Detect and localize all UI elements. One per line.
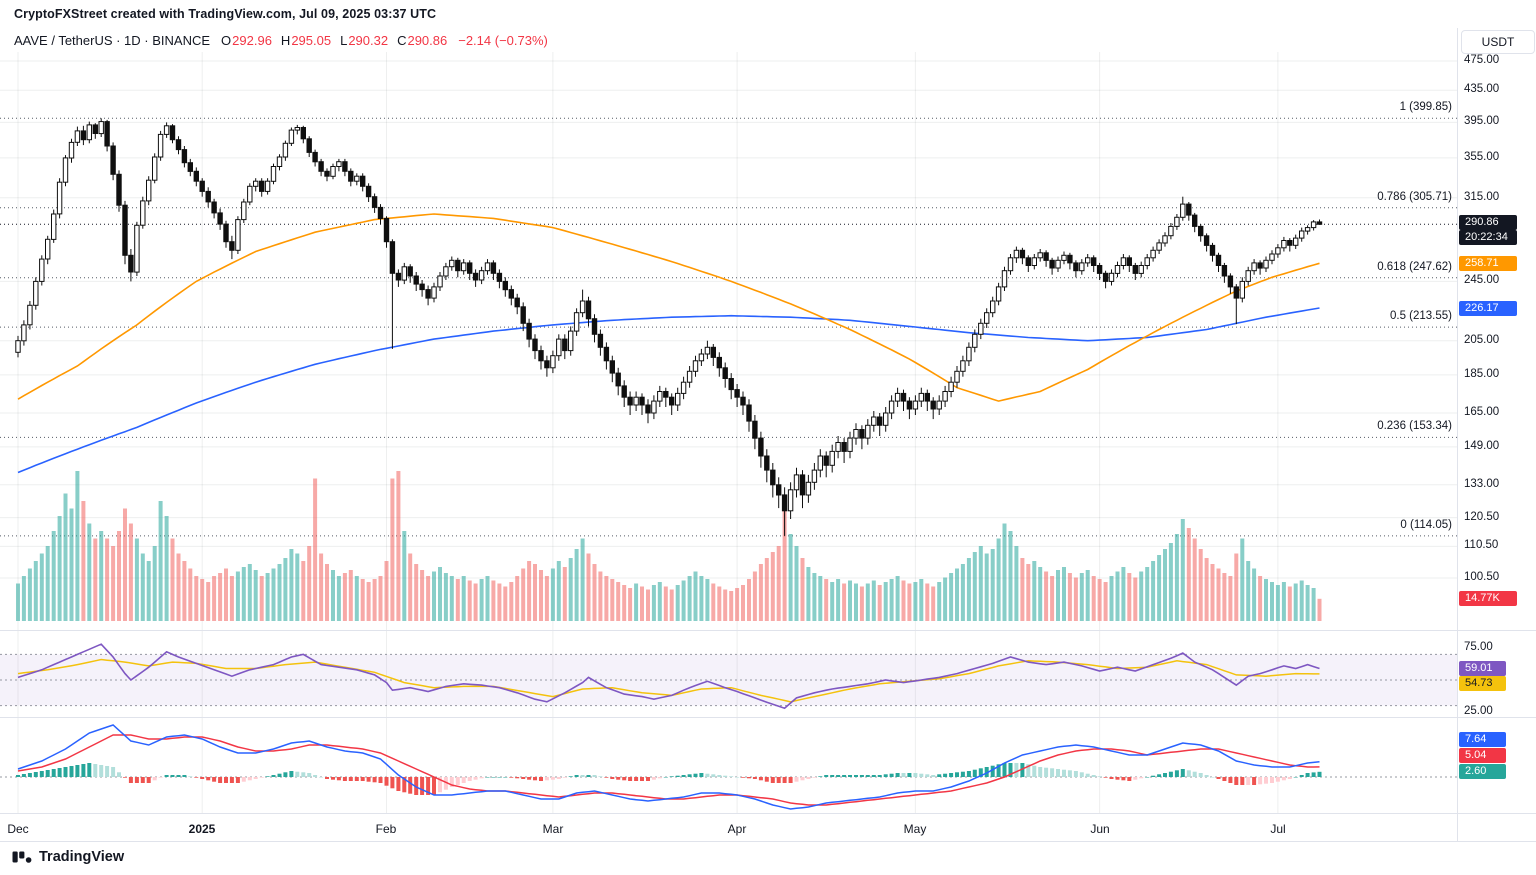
time-axis-label: Mar: [542, 822, 564, 836]
currency-toggle-button[interactable]: USDT: [1461, 30, 1535, 54]
price-tick-label: 315.00: [1464, 191, 1500, 203]
fib-level-label: 0.618 (247.62): [1377, 261, 1452, 273]
ma-slow-value-badge: 226.17: [1459, 301, 1517, 316]
time-axis-label: Feb: [375, 822, 397, 836]
price-tick-label: 165.00: [1464, 406, 1500, 418]
volume-bars: [16, 471, 1322, 621]
time-axis-label: 2025: [188, 822, 216, 836]
price-tick-label: 435.00: [1464, 83, 1500, 95]
macd-signal-line: [17, 734, 1320, 806]
macd-value-badge: 7.64: [1459, 732, 1506, 747]
fib-level-label: 0 (114.05): [1400, 519, 1452, 531]
macd-signal-value-badge: 5.04: [1459, 748, 1506, 763]
price-tick-label: 205.00: [1464, 334, 1500, 346]
symbol-title[interactable]: AAVE / TetherUS · 1D · BINANCE: [14, 33, 211, 48]
open-label: O: [221, 33, 232, 48]
volume-value-badge: 14.77K: [1459, 591, 1517, 606]
ma-slow-line: [17, 307, 1320, 474]
ma-fast-line: [17, 213, 1320, 402]
price-tick-label: 245.00: [1464, 274, 1500, 286]
change-value: −2.14 (−0.73%): [458, 33, 548, 48]
high-label: H: [280, 33, 291, 48]
price-tick-label: 395.00: [1464, 115, 1500, 127]
price-tick-label: 185.00: [1464, 368, 1500, 380]
close-value: 290.86: [407, 33, 448, 48]
watermark-caption: CryptoFXStreet created with TradingView.…: [14, 7, 437, 21]
rsi-line: [17, 643, 1320, 710]
close-pair: C290.86: [397, 33, 447, 48]
low-pair: L290.32: [340, 33, 388, 48]
high-value: 295.05: [291, 33, 332, 48]
fib-level-label: 1 (399.85): [1399, 101, 1452, 113]
fib-retracement-lines: [0, 117, 1457, 537]
low-label: L: [340, 33, 348, 48]
fib-level-label: 0.5 (213.55): [1389, 310, 1452, 322]
rsi-band: [0, 654, 1457, 706]
open-value: 292.96: [232, 33, 272, 48]
open-pair: O292.96: [221, 33, 272, 48]
ma-fast-value-badge: 258.71: [1459, 256, 1517, 271]
rsi-ma-value-badge: 54.73: [1459, 676, 1506, 691]
time-axis-label: Jun: [1090, 822, 1110, 836]
candles-layer: [15, 118, 1323, 536]
close-label: C: [397, 33, 407, 48]
tradingview-logo-icon: [12, 851, 32, 863]
fib-level-label: 0.236 (153.34): [1377, 420, 1452, 432]
time-axis-label: Jul: [1270, 822, 1286, 836]
price-tick-label: 149.00: [1464, 440, 1500, 452]
tradingview-logo-text: TradingView: [39, 849, 125, 865]
ohlc-values: O292.96 H295.05 L290.32 C290.86: [221, 33, 447, 48]
low-value: 290.32: [348, 33, 389, 48]
high-pair: H295.05: [281, 33, 331, 48]
price-tick-label: 100.50: [1464, 571, 1500, 583]
last-price-badge: 290.86: [1459, 215, 1517, 230]
time-axis-label: Dec: [7, 822, 29, 836]
price-tick-label: 120.50: [1464, 511, 1500, 523]
time-axis-label: Apr: [727, 822, 747, 836]
macd-line: [17, 724, 1320, 810]
macd-histogram-value-badge: 2.60: [1459, 764, 1506, 779]
price-tick-label: 475.00: [1464, 54, 1500, 66]
price-tick-label: 133.00: [1464, 478, 1500, 490]
symbol-info-bar: AAVE / TetherUS · 1D · BINANCE O292.96 H…: [14, 33, 548, 48]
bar-countdown-badge: 20:22:34: [1459, 230, 1517, 245]
price-tick-label: 355.00: [1464, 151, 1500, 163]
price-tick-label: 110.50: [1464, 539, 1499, 551]
tradingview-branding[interactable]: TradingView: [12, 847, 124, 867]
macd-histogram: [16, 763, 1322, 795]
rsi-ma-line: [17, 658, 1320, 703]
time-axis-label: May: [903, 822, 927, 836]
fib-level-label: 0.786 (305.71): [1377, 191, 1452, 203]
rsi-axis-bottom-label: 25.00: [1464, 705, 1493, 717]
rsi-value-badge: 59.01: [1459, 661, 1506, 676]
rsi-axis-top-label: 75.00: [1464, 641, 1493, 653]
